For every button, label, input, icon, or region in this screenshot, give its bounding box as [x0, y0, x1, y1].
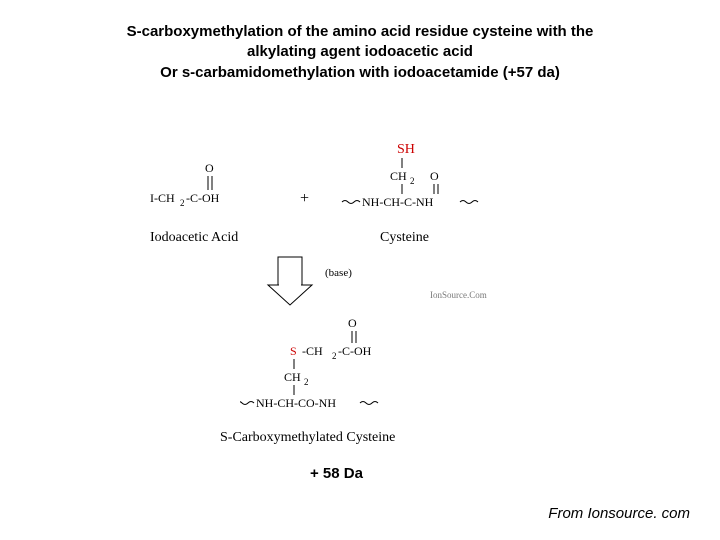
svg-text:NH-CH-CO-NH: NH-CH-CO-NH [256, 396, 336, 410]
svg-text:I-CH: I-CH [150, 191, 175, 205]
svg-text:O: O [205, 161, 214, 175]
reaction-condition: (base) [325, 267, 352, 279]
svg-text:O: O [348, 316, 357, 330]
cysteine-label: Cysteine [380, 230, 429, 246]
title-line-1: S-carboxymethylation of the amino acid r… [0, 22, 720, 42]
mass-delta: + 58 Da [310, 465, 363, 482]
credit-line: From Ionsource. com [548, 505, 690, 522]
product-label: S-Carboxymethylated Cysteine [220, 430, 395, 446]
svg-text:-C-OH: -C-OH [338, 344, 372, 358]
svg-text:NH-CH-C-NH: NH-CH-C-NH [362, 195, 434, 209]
svg-text:2: 2 [180, 198, 185, 208]
iodoacetic-label: Iodoacetic Acid [150, 230, 238, 246]
svg-text:-C-OH: -C-OH [186, 191, 220, 205]
svg-text:CH: CH [284, 370, 301, 384]
reaction-arrow-icon [260, 255, 320, 310]
svg-text:O: O [430, 169, 439, 183]
cysteine-structure: CH 2 O NH-CH-C-NH [340, 150, 540, 230]
svg-text:-CH: -CH [302, 344, 323, 358]
svg-text:2: 2 [410, 176, 415, 186]
product-structure: O S -CH 2 -C-OH CH 2 NH-CH-CO-NH [240, 315, 500, 430]
title-block: S-carboxymethylation of the amino acid r… [0, 22, 720, 83]
watermark: IonSource.Com [430, 290, 487, 300]
svg-text:2: 2 [304, 377, 309, 387]
svg-text:2: 2 [332, 351, 337, 361]
svg-text:CH: CH [390, 169, 407, 183]
svg-text:S: S [290, 344, 297, 358]
plus-sign: + [300, 190, 309, 208]
iodoacetic-structure: O I-CH 2 -C-OH [150, 160, 270, 220]
title-line-2: alkylating agent iodoacetic acid [0, 42, 720, 62]
title-line-3: Or s-carbamidomethylation with iodoaceta… [0, 63, 720, 83]
